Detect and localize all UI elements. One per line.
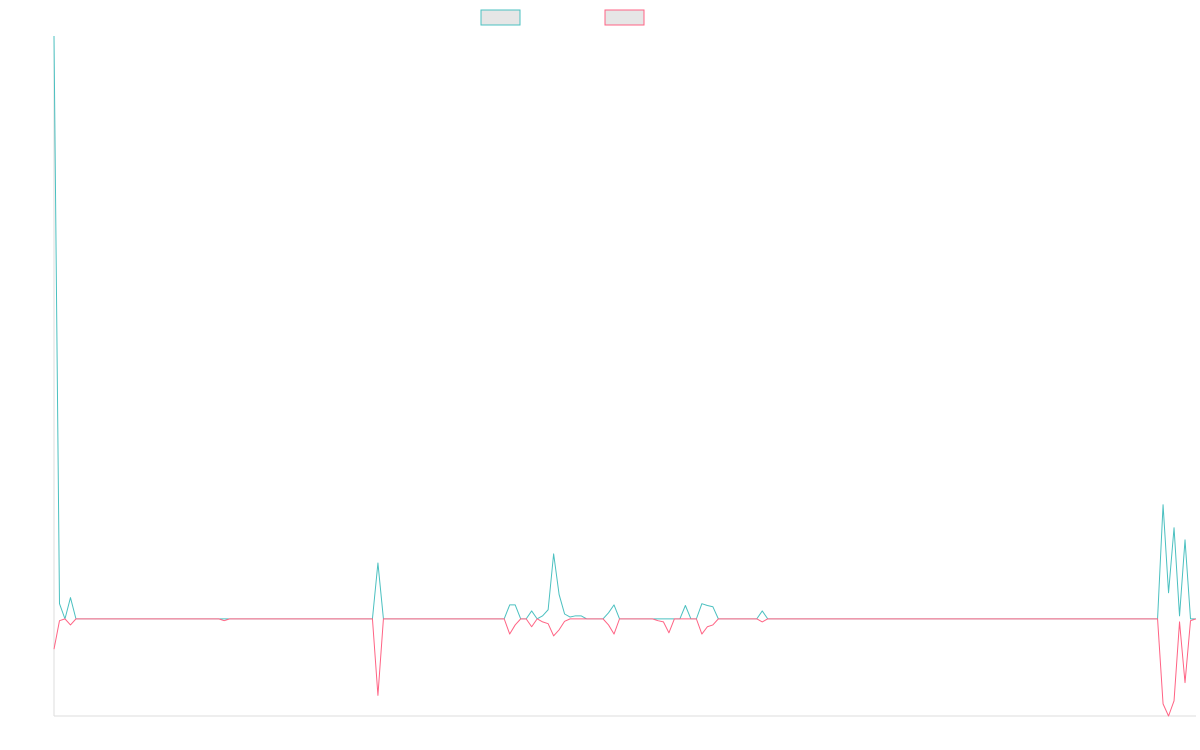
- data-point-series-1-34: [657, 618, 658, 619]
- data-point-series-1-55: [1185, 539, 1186, 540]
- data-point-series-1-39: [685, 605, 686, 606]
- data-point-series-2-51: [1163, 703, 1164, 704]
- chart-legend: [480, 9, 645, 26]
- data-point-series-2-2: [64, 618, 65, 619]
- data-point-series-1-21: [559, 594, 560, 595]
- data-point-series-2-20: [553, 635, 554, 636]
- data-point-series-1-13: [515, 604, 516, 605]
- data-point-series-2-6: [224, 620, 225, 621]
- data-point-series-2-47: [762, 621, 763, 622]
- data-point-series-2-1: [59, 620, 60, 621]
- data-point-series-2-12: [509, 634, 510, 635]
- data-point-series-1-35: [663, 618, 664, 619]
- data-point-series-2-44: [712, 624, 713, 625]
- data-point-series-2-16: [531, 626, 532, 627]
- data-point-series-1-51: [1163, 504, 1164, 505]
- data-point-series-2-46: [756, 618, 757, 619]
- data-point-series-2-23: [570, 618, 571, 619]
- data-point-series-2-53: [1174, 700, 1175, 701]
- data-point-series-2-39: [685, 618, 686, 619]
- data-point-series-1-56: [1190, 618, 1191, 619]
- series-group: [53, 35, 1197, 717]
- data-point-series-2-13: [515, 624, 516, 625]
- data-point-series-2-21: [559, 629, 560, 630]
- data-point-series-1-19: [548, 609, 549, 610]
- data-point-series-2-18: [542, 621, 543, 622]
- data-point-series-2-9: [377, 695, 378, 696]
- data-point-series-1-52: [1168, 592, 1169, 593]
- data-point-series-2-8: [372, 618, 373, 619]
- data-point-series-1-44: [712, 606, 713, 607]
- data-point-series-1-47: [762, 610, 763, 611]
- data-point-series-1-30: [608, 612, 609, 613]
- data-point-series-2-45: [718, 618, 719, 619]
- data-point-series-1-6: [224, 618, 225, 619]
- data-point-series-2-42: [701, 634, 702, 635]
- data-point-series-2-49: [1152, 618, 1153, 619]
- data-point-series-2-7: [229, 618, 230, 619]
- data-point-series-2-38: [679, 618, 680, 619]
- data-point-series-2-52: [1168, 716, 1169, 717]
- data-point-series-2-56: [1190, 620, 1191, 621]
- data-point-series-2-26: [586, 618, 587, 619]
- data-point-series-1-54: [1179, 615, 1180, 616]
- data-point-series-2-37: [674, 618, 675, 619]
- data-point-series-1-0: [54, 36, 55, 37]
- data-point-series-1-22: [564, 614, 565, 615]
- data-point-series-2-0: [54, 649, 55, 650]
- data-point-series-1-43: [707, 605, 708, 606]
- data-point-series-2-43: [707, 626, 708, 627]
- data-point-series-2-29: [603, 618, 604, 619]
- data-point-series-1-25: [581, 615, 582, 616]
- data-point-series-2-36: [668, 632, 669, 633]
- data-point-series-2-30: [608, 624, 609, 625]
- data-point-series-2-54: [1179, 621, 1180, 622]
- data-point-series-2-14: [520, 618, 521, 619]
- data-point-series-1-18: [542, 615, 543, 616]
- series-line-2: [53, 618, 1197, 717]
- data-point-series-2-3: [70, 624, 71, 625]
- legend-swatch-series-1[interactable]: [480, 9, 521, 26]
- data-point-series-2-11: [504, 618, 505, 619]
- data-point-series-2-34: [657, 620, 658, 621]
- data-point-series-2-33: [652, 618, 653, 619]
- data-point-series-2-50: [1157, 618, 1158, 619]
- data-point-series-2-24: [575, 618, 576, 619]
- data-point-series-1-12: [509, 604, 510, 605]
- data-point-series-1-31: [614, 604, 615, 605]
- data-point-series-1-23: [570, 617, 571, 618]
- data-point-series-2-25: [581, 618, 582, 619]
- data-point-series-2-40: [690, 618, 691, 619]
- data-point-series-2-27: [592, 618, 593, 619]
- data-point-series-2-57: [1196, 618, 1197, 619]
- data-point-series-2-17: [537, 618, 538, 619]
- data-point-series-2-35: [663, 621, 664, 622]
- data-point-series-2-19: [548, 623, 549, 624]
- data-point-series-2-55: [1185, 682, 1186, 683]
- data-point-series-2-5: [218, 618, 219, 619]
- data-point-series-1-20: [553, 553, 554, 554]
- data-point-series-1-16: [531, 610, 532, 611]
- data-point-series-2-15: [526, 618, 527, 619]
- data-point-series-2-10: [383, 618, 384, 619]
- data-point-series-1-9: [377, 563, 378, 564]
- data-point-series-1-3: [70, 597, 71, 598]
- data-point-series-1-36: [668, 618, 669, 619]
- data-point-series-1-42: [701, 603, 702, 604]
- data-point-series-2-22: [564, 621, 565, 622]
- legend-swatch-series-2[interactable]: [604, 9, 645, 26]
- data-point-series-2-4: [75, 618, 76, 619]
- data-point-series-1-1: [59, 603, 60, 604]
- data-point-series-2-28: [597, 618, 598, 619]
- data-point-series-2-32: [619, 618, 620, 619]
- series-line-1: [53, 35, 1196, 620]
- data-point-series-2-41: [696, 618, 697, 619]
- data-point-series-2-31: [614, 634, 615, 635]
- data-point-series-1-24: [575, 615, 576, 616]
- data-point-series-1-53: [1174, 527, 1175, 528]
- data-point-series-2-48: [767, 618, 768, 619]
